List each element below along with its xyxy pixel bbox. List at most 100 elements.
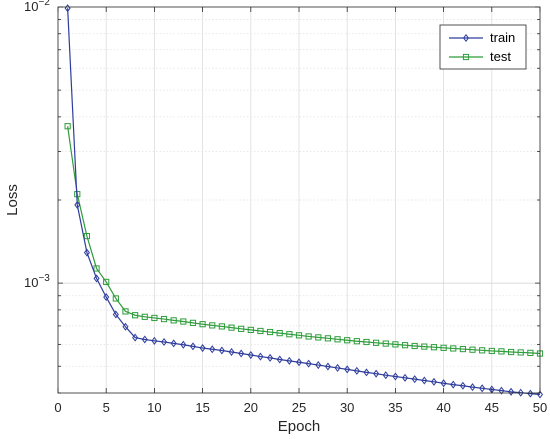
data-point-train [209, 345, 216, 354]
data-point-test [238, 325, 245, 332]
x-tick-label: 20 [244, 400, 258, 415]
data-point-test [392, 341, 399, 348]
data-point-test [64, 123, 71, 130]
data-point-test [517, 349, 524, 356]
data-point-train [170, 339, 177, 348]
series-layer [64, 4, 544, 399]
data-point-train [122, 322, 129, 331]
data-point-train [103, 293, 110, 302]
series-train [64, 4, 544, 399]
data-point-train [430, 377, 437, 386]
legend-entry-train: train [449, 30, 515, 45]
series-line-train [67, 8, 541, 396]
data-point-train [392, 372, 399, 381]
data-point-test [218, 323, 225, 330]
y-tick-label-exponent: −2 [38, 0, 50, 8]
legend-marker-shape-test [462, 53, 470, 61]
data-point-train [508, 387, 515, 396]
data-point-test [382, 340, 389, 347]
x-tick-label: 25 [292, 400, 306, 415]
y-tick-label-exponent: −3 [38, 273, 50, 284]
data-point-test [189, 319, 197, 326]
x-tick-label: 50 [533, 400, 547, 415]
legend-entry-test: test [449, 49, 511, 64]
data-point-train [479, 384, 486, 393]
data-point-train [112, 310, 119, 319]
data-point-test [228, 324, 235, 331]
data-point-train [363, 368, 370, 377]
ticks [57, 6, 541, 394]
data-point-test [132, 312, 139, 319]
data-point-train [353, 366, 360, 375]
x-tick-label: 40 [436, 400, 450, 415]
data-point-test [266, 328, 274, 336]
data-point-train [161, 337, 168, 347]
data-point-test [295, 332, 303, 339]
data-point-test [151, 314, 158, 322]
x-tick-label: 5 [103, 400, 110, 415]
data-point-test [305, 333, 312, 340]
data-point-test [498, 348, 505, 355]
data-point-test [430, 344, 438, 351]
data-point-test [180, 318, 187, 325]
data-point-train [74, 200, 81, 209]
legend-box [439, 24, 527, 70]
y-tick-label-base: 10 [24, 275, 38, 290]
legend: train test [439, 24, 527, 70]
data-point-test [257, 327, 264, 335]
data-point-train [536, 390, 544, 399]
data-point-train [469, 383, 476, 392]
x-tick-label: 0 [54, 400, 61, 415]
data-point-test [160, 315, 168, 323]
data-point-test [459, 345, 466, 353]
data-point-test [344, 337, 351, 344]
data-point-train [295, 358, 303, 367]
data-point-train [411, 375, 418, 384]
y-axis-label: Loss [4, 184, 21, 216]
data-point-train [132, 333, 139, 342]
data-point-train [382, 371, 389, 380]
data-point-test [363, 338, 370, 346]
data-point-train [315, 361, 322, 370]
data-point-test [479, 347, 486, 354]
data-point-train [440, 379, 447, 388]
data-point-train [517, 388, 524, 397]
data-point-train [189, 342, 196, 351]
y-tick-label-base: 10 [24, 0, 38, 14]
data-point-test [247, 326, 254, 333]
x-tick-label: 45 [485, 400, 499, 415]
data-point-test [112, 295, 119, 302]
data-point-train [218, 346, 225, 355]
x-tick-label: 35 [388, 400, 402, 415]
legend-marker-test [462, 53, 470, 61]
series-test [64, 123, 544, 357]
data-point-train [247, 350, 254, 360]
data-point-test [450, 345, 457, 352]
data-point-test [507, 348, 515, 356]
legend-marker-train [462, 33, 470, 43]
series-line-test [67, 126, 541, 355]
data-point-train [180, 340, 187, 349]
data-point-train [334, 363, 341, 372]
legend-label-train: train [490, 30, 515, 45]
data-point-train [151, 336, 158, 345]
data-point-train [498, 386, 505, 395]
x-tick-label: 10 [147, 400, 161, 415]
data-point-test [209, 322, 216, 329]
data-point-test [411, 342, 418, 350]
data-point-test [83, 233, 91, 240]
y-tick-label: 10−3 [24, 273, 50, 290]
x-axis-label: Epoch [278, 418, 321, 435]
data-point-test [488, 347, 495, 355]
data-point-test [141, 313, 148, 320]
data-point-train [286, 356, 293, 365]
data-point-test [373, 339, 380, 346]
data-point-test [527, 349, 534, 356]
data-point-test [199, 321, 206, 328]
data-point-train [199, 343, 206, 353]
data-point-train [141, 335, 148, 344]
data-point-test [324, 335, 332, 342]
data-point-test [401, 342, 409, 349]
data-point-test [469, 346, 476, 353]
